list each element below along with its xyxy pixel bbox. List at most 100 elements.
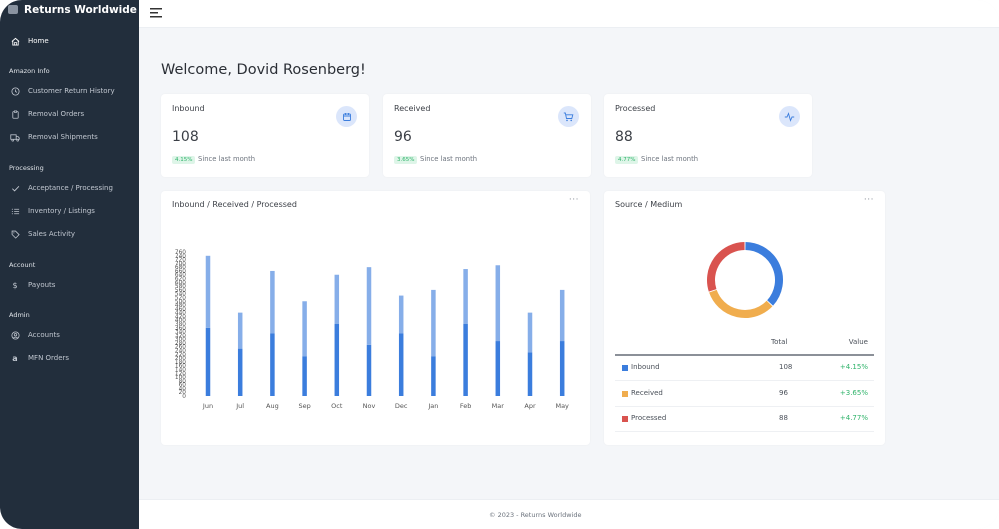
sidebar-item-payouts[interactable]: $ Payouts [10, 278, 55, 292]
bar-lower[interactable] [237, 348, 243, 396]
card-title: Inbound / Received / Processed [172, 200, 297, 209]
sidebar-item-home[interactable]: Home [10, 34, 49, 48]
more-options-button[interactable]: ··· [863, 195, 874, 205]
brand-title: Returns Worldwide [24, 4, 137, 16]
y-tick-label: 540 [175, 292, 186, 298]
bar-upper[interactable] [270, 270, 275, 334]
bar-upper[interactable] [334, 274, 340, 324]
y-tick-label: 520 [175, 295, 186, 301]
sidebar: Returns Worldwide Home Amazon Info Custo… [0, 0, 139, 529]
bar-upper[interactable] [302, 301, 307, 357]
sidebar-item-mfn-orders[interactable]: a MFN Orders [10, 351, 69, 365]
bar-upper[interactable] [366, 267, 372, 345]
y-tick-label: 500 [175, 299, 186, 305]
hamburger-menu-button[interactable] [150, 4, 163, 23]
donut-slice-processed[interactable] [707, 242, 745, 292]
more-options-button[interactable]: ··· [568, 195, 579, 205]
sidebar-item-accounts[interactable]: Accounts [10, 328, 60, 342]
footer: © 2023 - Returns Worldwide [139, 499, 999, 529]
bar-lower[interactable] [431, 356, 436, 396]
sidebar-item-acceptance-processing[interactable]: Acceptance / Processing [10, 181, 113, 195]
brand[interactable]: Returns Worldwide [8, 4, 137, 16]
row-value: +3.65% [839, 389, 868, 397]
y-tick-label: 60 [179, 383, 187, 389]
row-name: Received [631, 389, 663, 397]
x-tick-label: Oct [331, 402, 343, 410]
sidebar-item-label: Acceptance / Processing [28, 184, 113, 192]
stat-value: 108 [172, 129, 199, 145]
bar-lower[interactable] [559, 341, 565, 396]
donut-slice-inbound[interactable] [745, 242, 783, 306]
bar-lower[interactable] [527, 352, 533, 396]
donut-chart-card: Source / Medium ··· Total Value Inbound … [604, 191, 885, 445]
bar-upper[interactable] [463, 269, 468, 324]
stat-title: Received [394, 104, 431, 113]
bar-upper[interactable] [495, 265, 501, 342]
y-tick-label: 80 [179, 379, 187, 385]
x-tick-label: Nov [363, 402, 376, 410]
y-tick-label: 740 [175, 254, 186, 260]
section-processing: Processing [9, 164, 44, 172]
shopping-cart-icon [558, 106, 579, 127]
y-tick-label: 340 [175, 330, 186, 336]
stat-since: Since last month [420, 155, 478, 163]
sidebar-item-sales-activity[interactable]: Sales Activity [10, 227, 75, 241]
bar-lower[interactable] [463, 324, 468, 396]
y-tick-label: 460 [175, 307, 186, 313]
donut-slice-received[interactable] [709, 289, 773, 318]
header-total: Total [771, 338, 788, 346]
x-tick-label: Aug [266, 402, 279, 410]
y-tick-label: 680 [175, 265, 186, 271]
bar-upper[interactable] [559, 289, 565, 342]
calendar-icon [336, 106, 357, 127]
table-row: Received 96 +3.65% [615, 382, 874, 407]
stat-value: 96 [394, 129, 412, 145]
sidebar-item-label: Customer Return History [28, 87, 115, 95]
x-tick-label: Sep [298, 402, 310, 410]
sidebar-item-inventory-listings[interactable]: Inventory / Listings [10, 204, 95, 218]
y-tick-label: 380 [175, 322, 186, 328]
y-tick-label: 140 [175, 367, 186, 373]
sidebar-item-label: Accounts [28, 331, 60, 339]
bar-lower[interactable] [366, 344, 372, 396]
sidebar-item-label: Sales Activity [28, 230, 76, 238]
home-icon [10, 36, 20, 46]
sidebar-item-label: Removal Orders [28, 110, 85, 118]
stat-change-badge: 4.77% [615, 156, 639, 164]
bar-lower[interactable] [334, 324, 340, 396]
bar-lower[interactable] [205, 327, 211, 396]
footer-copyright: © 2023 - Returns Worldwide [489, 511, 582, 519]
bar-upper[interactable] [527, 312, 533, 353]
bar-upper[interactable] [205, 255, 211, 328]
section-amazon-info: Amazon Info [9, 67, 50, 75]
bar-upper[interactable] [431, 289, 436, 357]
sidebar-item-label: Inventory / Listings [28, 207, 95, 215]
sidebar-item-customer-return-history[interactable]: Customer Return History [10, 84, 115, 98]
bar-chart: 0204060801001201401601802002202402602803… [175, 250, 569, 410]
bar-lower[interactable] [398, 333, 404, 396]
bar-lower[interactable] [302, 356, 307, 396]
sidebar-item-removal-orders[interactable]: Removal Orders [10, 107, 84, 121]
x-tick-label: Feb [460, 402, 472, 410]
bar-lower[interactable] [495, 341, 501, 396]
y-tick-label: 400 [175, 318, 186, 324]
stat-card-received: Received 96 3.65% Since last month [383, 94, 591, 177]
y-tick-label: 320 [175, 333, 186, 339]
logo-icon [8, 5, 18, 14]
y-tick-label: 580 [175, 284, 186, 290]
list-icon [10, 206, 20, 216]
bar-upper[interactable] [237, 312, 243, 349]
bar-upper[interactable] [398, 295, 404, 334]
row-total: 96 [779, 389, 788, 397]
top-bar [139, 0, 999, 28]
stat-change-badge: 4.15% [172, 156, 196, 164]
legend-swatch [622, 416, 628, 422]
section-account: Account [9, 261, 36, 269]
x-tick-label: Jul [235, 402, 244, 410]
sidebar-item-removal-shipments[interactable]: Removal Shipments [10, 130, 98, 144]
bar-lower[interactable] [270, 333, 275, 396]
legend-swatch [622, 365, 628, 371]
clock-icon [10, 86, 20, 96]
page-title: Welcome, Dovid Rosenberg! [161, 62, 366, 78]
y-tick-label: 260 [175, 345, 186, 351]
